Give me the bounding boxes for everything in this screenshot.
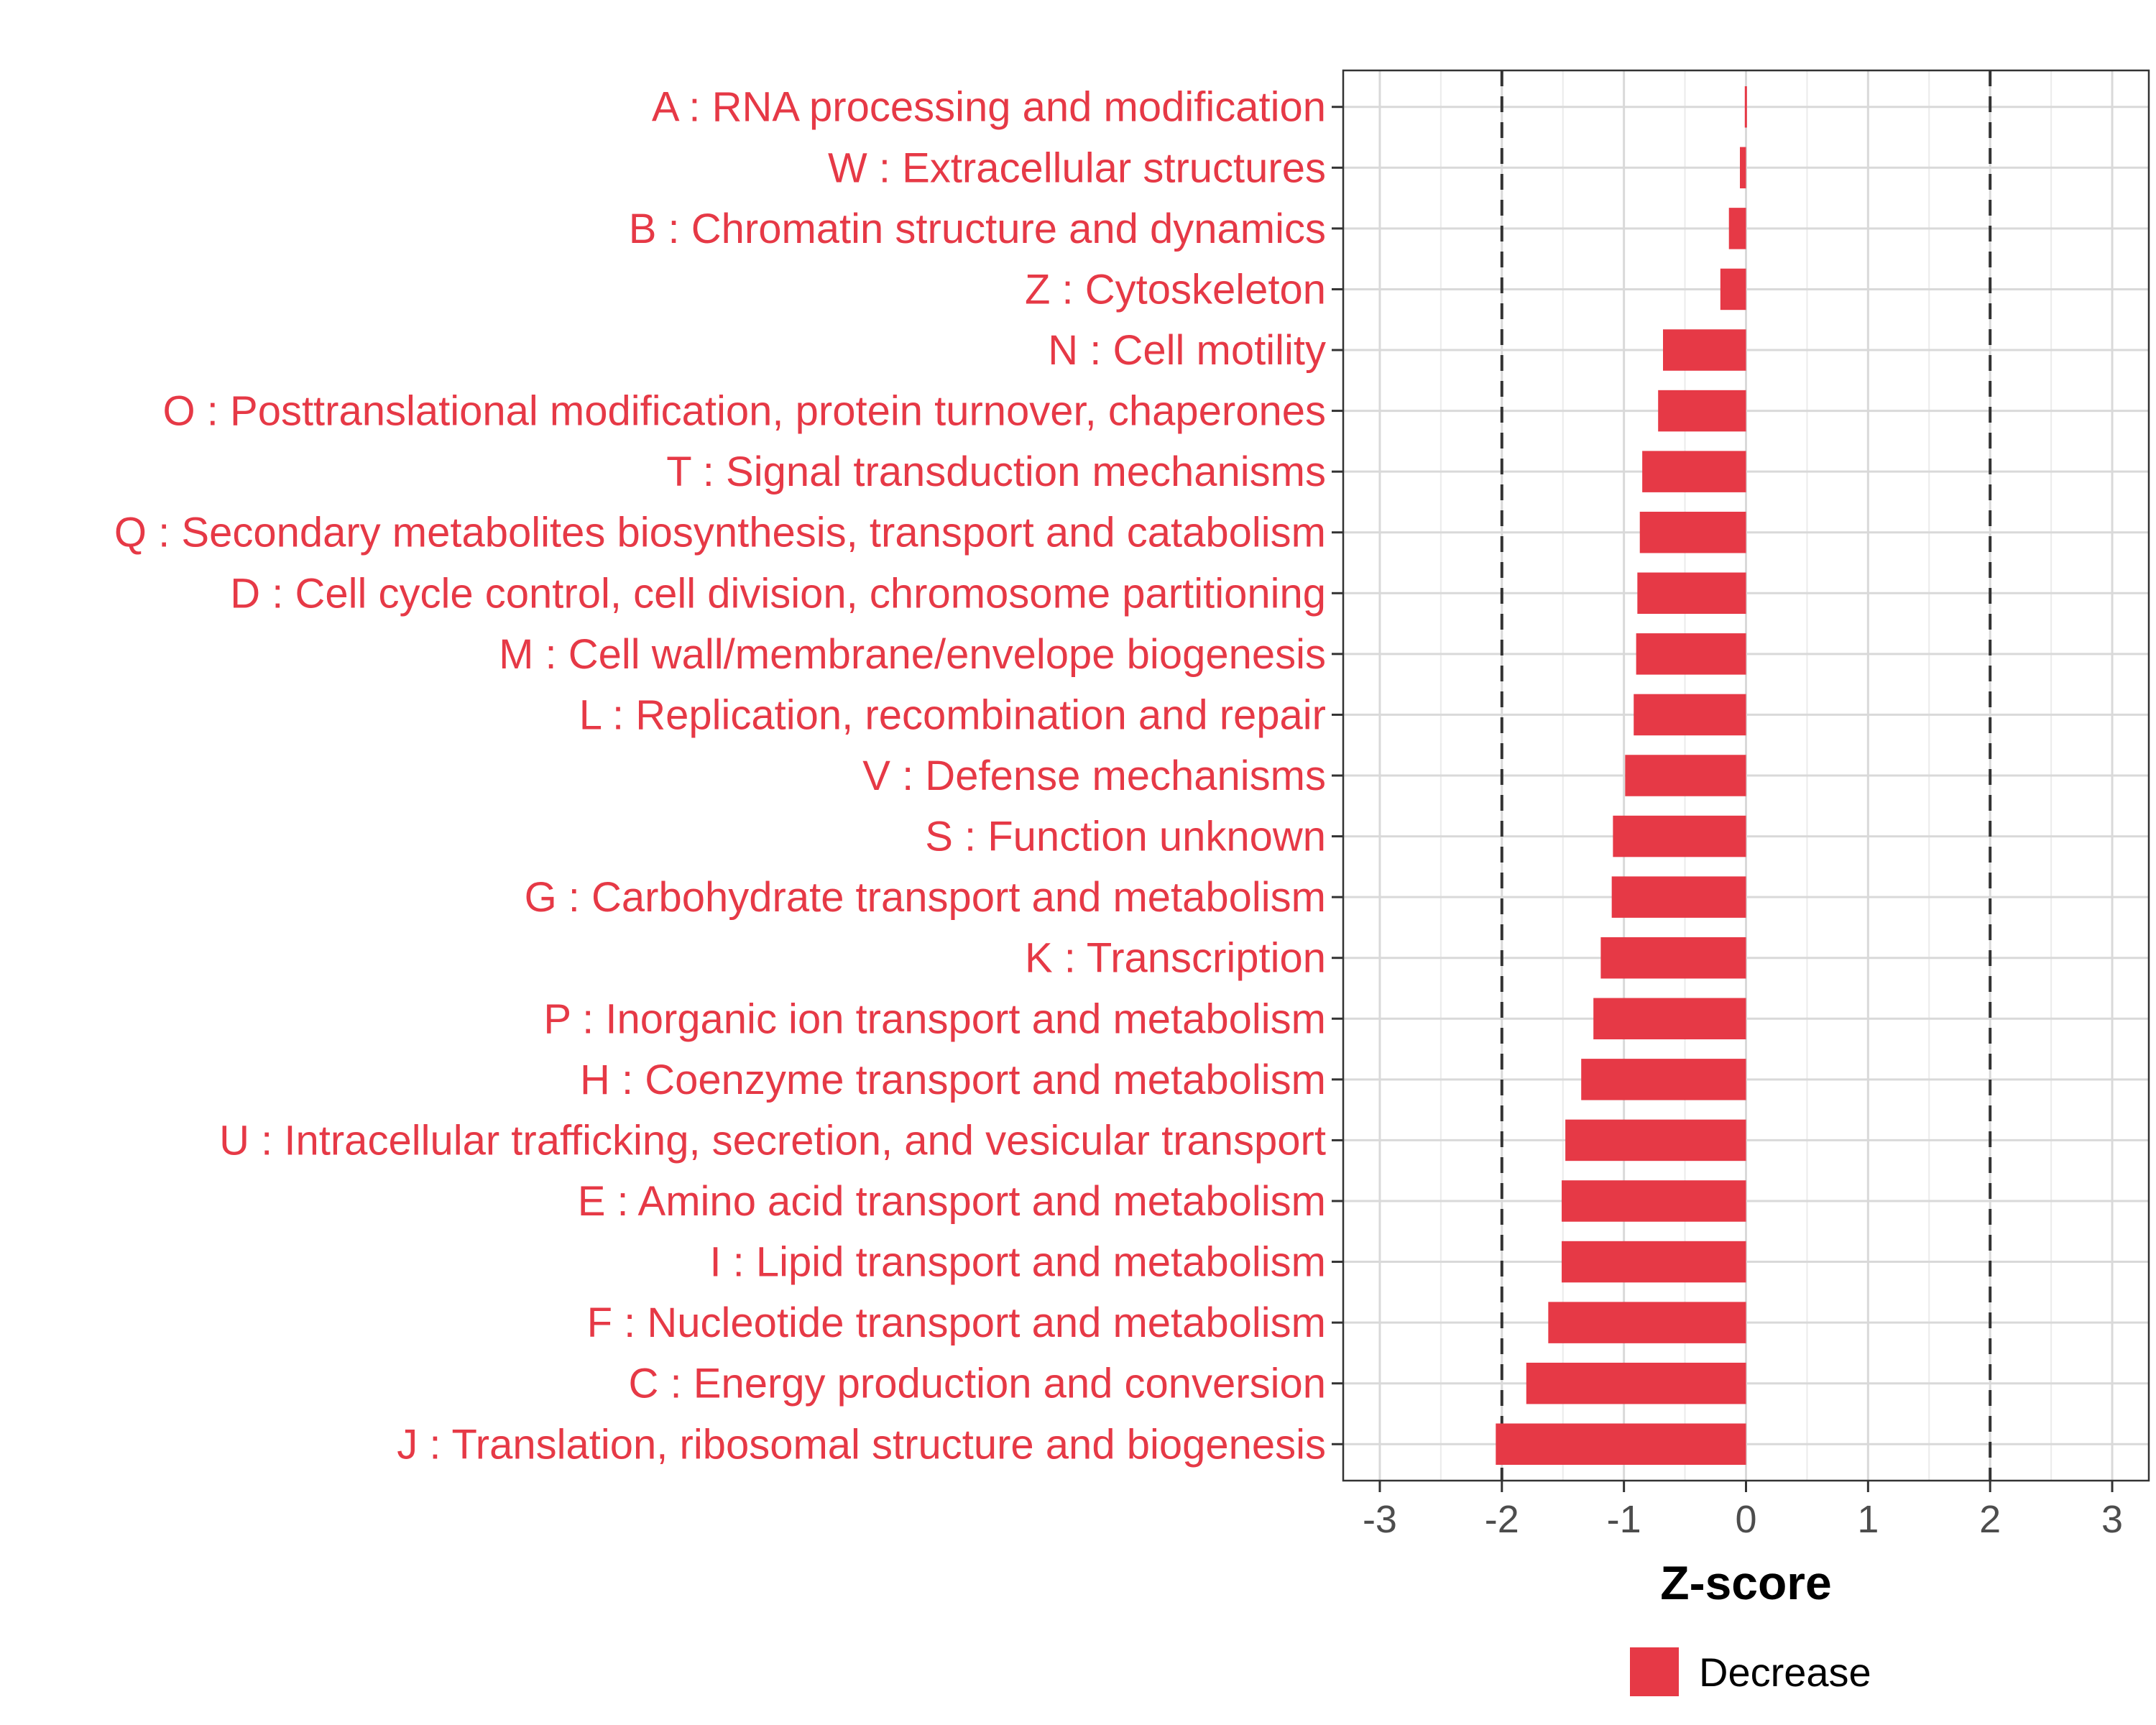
- category-label: F : Nucleotide transport and metabolism: [587, 1300, 1326, 1346]
- category-label: K : Transcription: [1025, 935, 1326, 982]
- category-label: Q : Secondary metabolites biosynthesis, …: [114, 510, 1326, 556]
- bar: [1634, 694, 1746, 736]
- y-ticks: [1332, 106, 1343, 1445]
- x-tick-label: -2: [1485, 1498, 1519, 1541]
- category-label: T : Signal transduction mechanisms: [666, 448, 1326, 495]
- bar: [1642, 451, 1746, 492]
- bar: [1565, 1119, 1746, 1162]
- bar: [1720, 268, 1746, 310]
- category-label: J : Translation, ribosomal structure and…: [397, 1421, 1326, 1468]
- category-label: P : Inorganic ion transport and metaboli…: [543, 995, 1326, 1042]
- category-label: G : Carbohydrate transport and metabolis…: [525, 874, 1326, 921]
- category-label: Z : Cytoskeleton: [1025, 266, 1326, 313]
- bar: [1639, 511, 1746, 553]
- category-label: E : Amino acid transport and metabolism: [578, 1178, 1326, 1225]
- category-label: L : Replication, recombination and repai…: [579, 691, 1326, 738]
- bar: [1548, 1302, 1746, 1343]
- bar: [1562, 1180, 1746, 1222]
- category-label: S : Function unknown: [925, 814, 1326, 860]
- x-tick-label: 2: [1979, 1498, 2001, 1541]
- bar: [1496, 1423, 1746, 1466]
- category-label: N : Cell motility: [1048, 327, 1326, 374]
- bar: [1593, 998, 1746, 1040]
- category-label: H : Coenzyme transport and metabolism: [580, 1057, 1326, 1103]
- bar: [1600, 937, 1746, 979]
- x-tick-label: -1: [1607, 1498, 1641, 1541]
- bar: [1744, 86, 1747, 128]
- legend: Decrease: [1630, 1647, 1871, 1696]
- x-tick-label: 0: [1735, 1498, 1756, 1541]
- bar: [1625, 755, 1746, 796]
- bar: [1611, 876, 1746, 918]
- x-ticks: -3 -2 -1 0 1 2 3: [1363, 1481, 2123, 1541]
- bar: [1613, 815, 1746, 857]
- bar: [1526, 1362, 1746, 1404]
- category-label: I : Lipid transport and metabolism: [709, 1239, 1326, 1286]
- x-tick-label: 1: [1857, 1498, 1879, 1541]
- bar: [1581, 1059, 1746, 1100]
- category-label: M : Cell wall/membrane/envelope biogenes…: [499, 631, 1326, 678]
- category-label: V : Defense mechanisms: [862, 753, 1326, 799]
- bar: [1637, 572, 1746, 615]
- legend-key-decrease: [1630, 1647, 1679, 1696]
- bar: [1728, 208, 1746, 249]
- category-labels: A : RNA processing and modification W : E…: [114, 84, 1326, 1468]
- category-label: D : Cell cycle control, cell division, c…: [230, 570, 1326, 617]
- category-label: U : Intracellular trafficking, secretion…: [219, 1117, 1326, 1164]
- category-label: B : Chromatin structure and dynamics: [629, 206, 1326, 252]
- x-axis-title: Z-score: [1660, 1556, 1831, 1609]
- category-label: O : Posttranslational modification, prot…: [163, 388, 1326, 435]
- bar: [1740, 147, 1746, 189]
- bar: [1636, 633, 1746, 675]
- bar: [1658, 390, 1746, 432]
- reference-lines: [1500, 70, 1992, 1481]
- bar: [1663, 329, 1746, 371]
- x-tick-label: -3: [1363, 1498, 1397, 1541]
- category-label: A : RNA processing and modification: [652, 84, 1326, 131]
- legend-label-decrease: Decrease: [1699, 1650, 1871, 1695]
- category-label: W : Extracellular structures: [828, 144, 1326, 191]
- category-label: C : Energy production and conversion: [629, 1361, 1326, 1407]
- bar: [1562, 1241, 1746, 1283]
- bars: [1496, 86, 1747, 1466]
- x-tick-label: 3: [2101, 1498, 2123, 1541]
